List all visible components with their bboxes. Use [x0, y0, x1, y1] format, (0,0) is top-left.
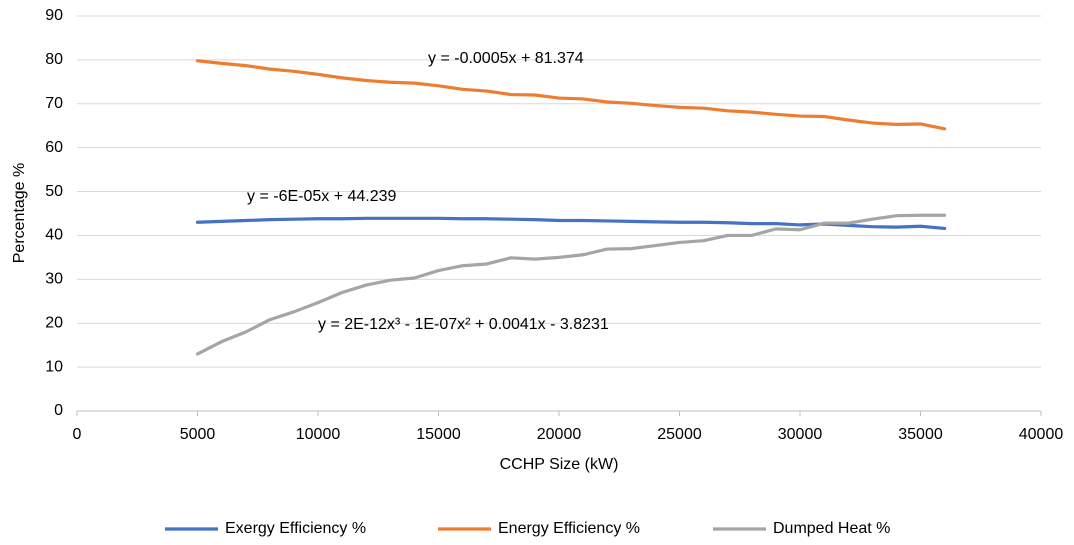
y-tick-label: 40	[45, 227, 63, 244]
x-tick-label: 40000	[1019, 426, 1064, 443]
y-tick-label: 20	[45, 314, 63, 331]
x-tick-label: 10000	[296, 426, 341, 443]
y-tick-label: 0	[54, 402, 63, 419]
trendline-equation: y = -0.0005x + 81.374	[428, 50, 584, 67]
y-tick-label: 70	[45, 95, 63, 112]
y-tick-label: 30	[45, 271, 63, 288]
x-axis-title: CCHP Size (kW)	[500, 456, 619, 473]
y-tick-label: 80	[45, 51, 63, 68]
y-tick-label: 90	[45, 7, 63, 24]
x-tick-label: 0	[73, 426, 82, 443]
y-axis-title: Percentage %	[11, 163, 28, 264]
x-tick-label: 15000	[416, 426, 461, 443]
series-line	[195, 59, 947, 131]
y-tick-label: 60	[45, 139, 63, 156]
x-tick-label: 35000	[898, 426, 943, 443]
series-line	[195, 213, 947, 356]
x-tick-label: 5000	[180, 426, 216, 443]
y-tick-label: 50	[45, 183, 63, 200]
legend-label: Energy Efficiency %	[498, 520, 640, 537]
legend-label: Dumped Heat %	[773, 520, 890, 537]
legend-label: Exergy Efficiency %	[225, 520, 366, 537]
x-tick-label: 20000	[537, 426, 582, 443]
x-tick-label: 30000	[778, 426, 823, 443]
trendline-equation: y = 2E-12x³ - 1E-07x² + 0.0041x - 3.8231	[318, 316, 609, 333]
trendline-equation: y = -6E-05x + 44.239	[247, 188, 397, 205]
y-tick-label: 10	[45, 358, 63, 375]
x-tick-label: 25000	[657, 426, 702, 443]
